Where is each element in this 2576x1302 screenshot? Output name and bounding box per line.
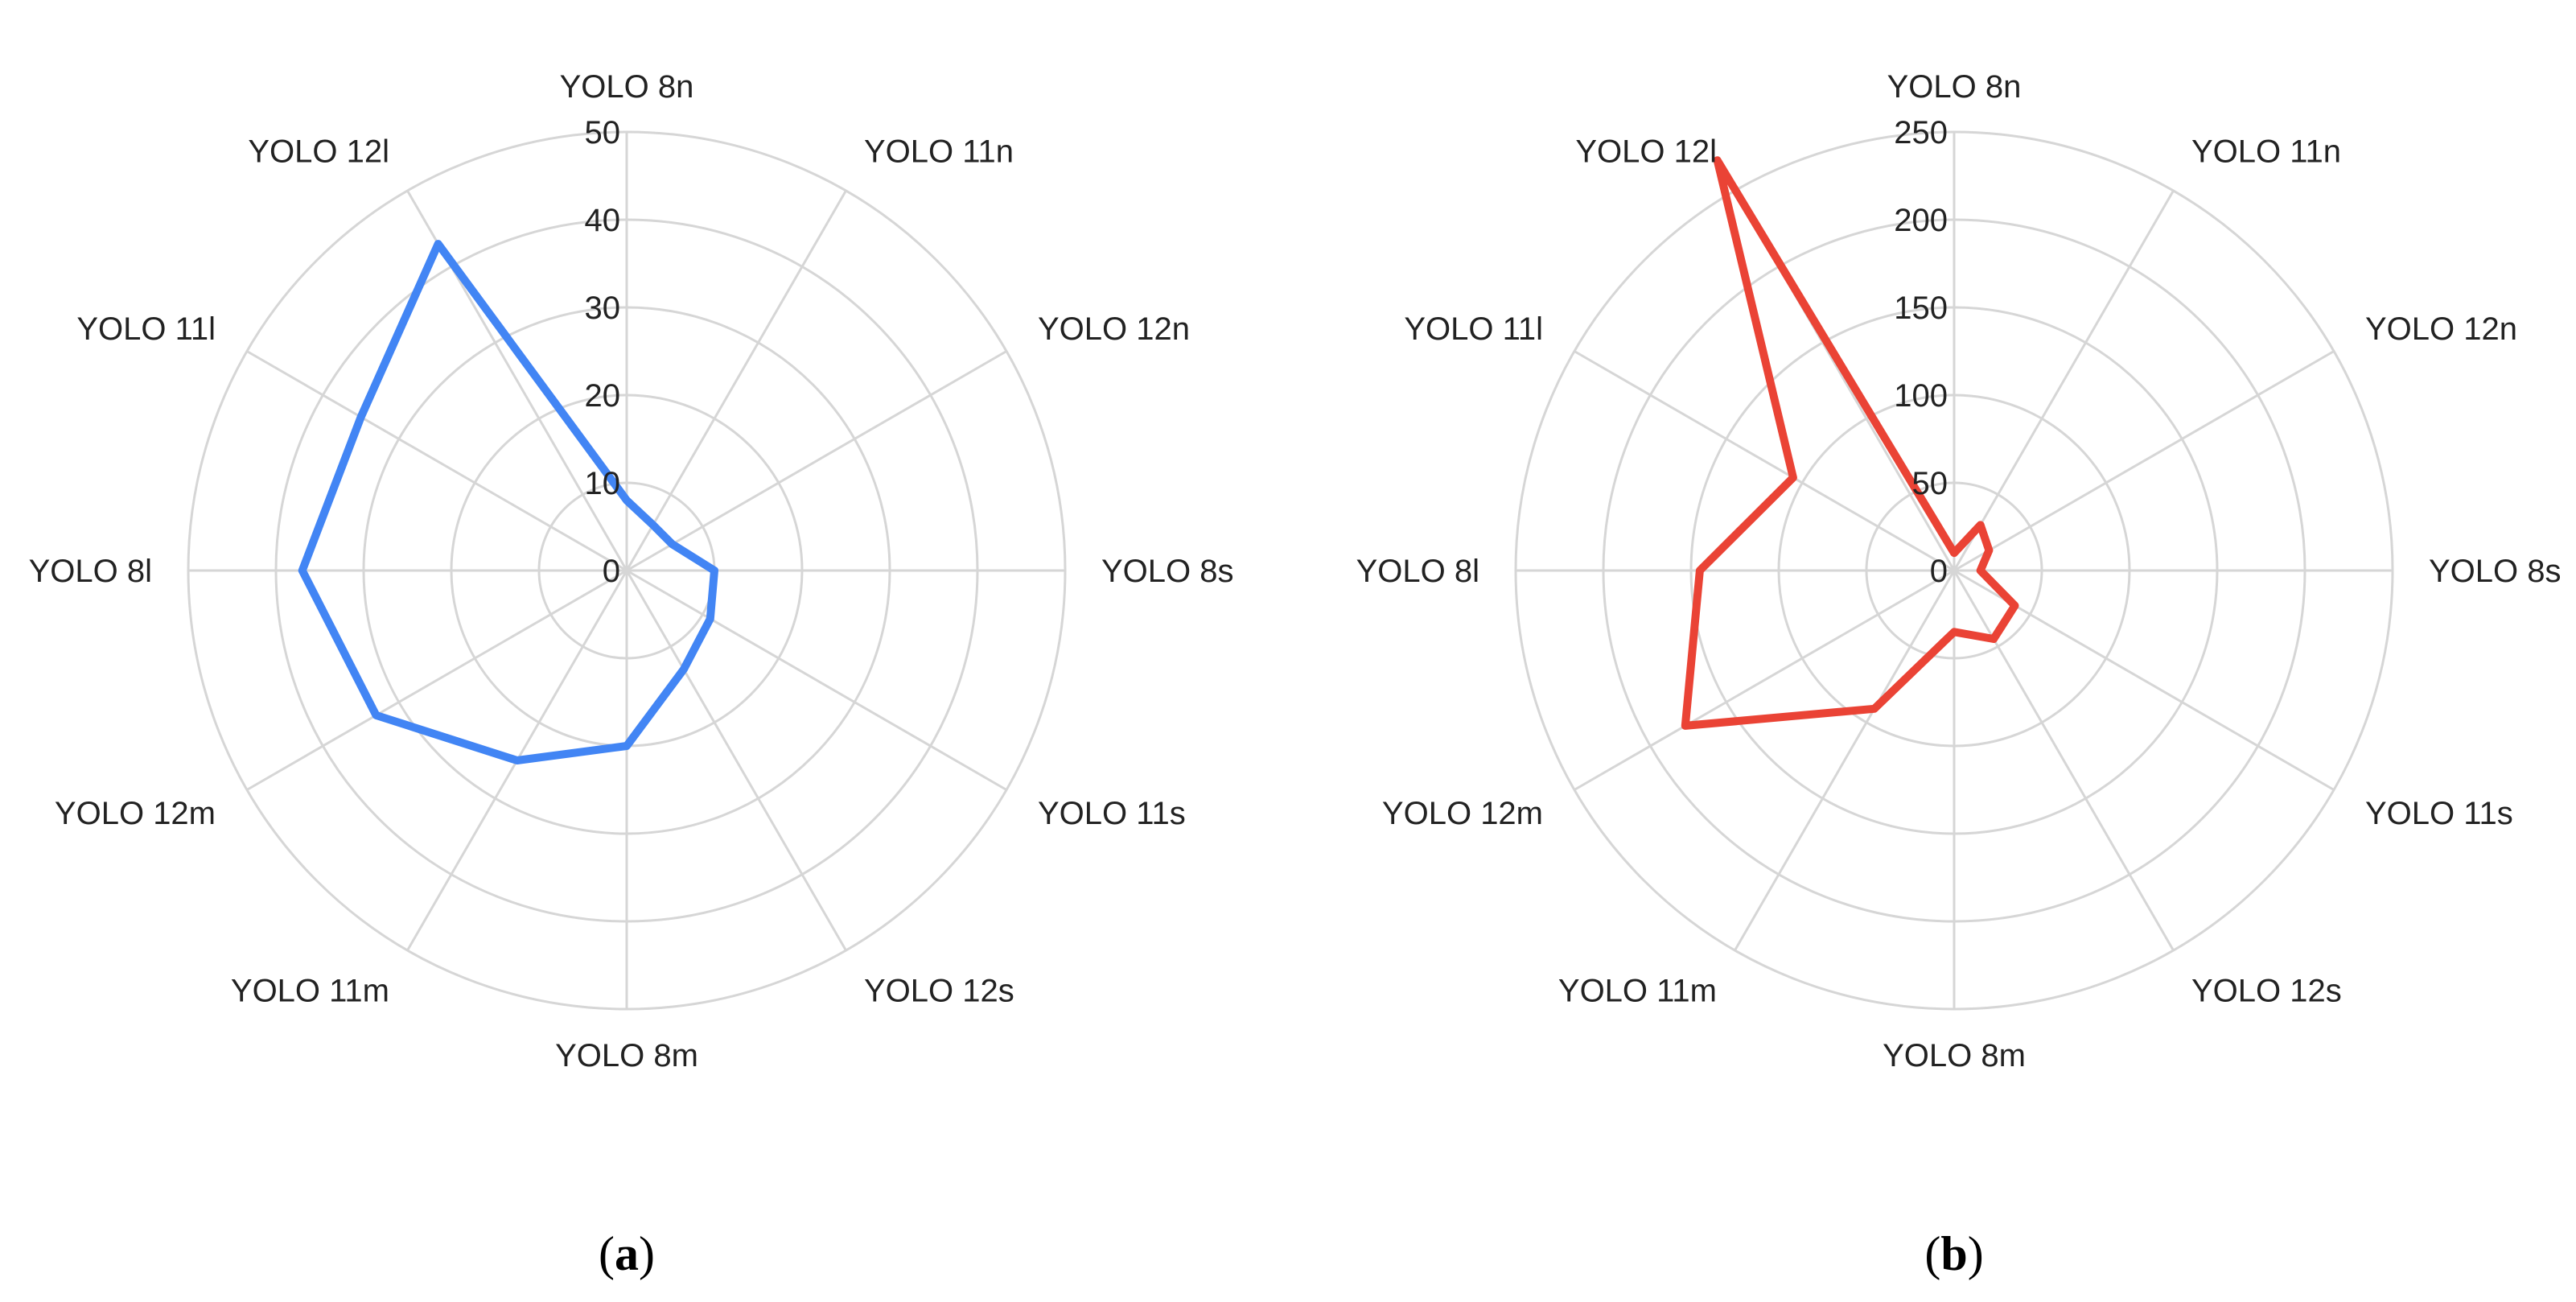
radar-chart-b: 0 50 100 150 200 250 YOLO 8n YOLO 11n YOLO 12n YO… <box>1356 69 2562 1073</box>
tick-label-a-3: 30 <box>585 290 621 326</box>
category-label-a-9: YOLO 8l <box>29 554 152 589</box>
spoke-a-10 <box>246 350 628 572</box>
category-label-b-7: YOLO 11m <box>1558 973 1717 1008</box>
spoke-a-4 <box>626 569 1007 791</box>
category-label-a-4: YOLO 11s <box>1038 796 1186 831</box>
series-line-b-0 <box>1681 156 2019 730</box>
caption-b-letter: b <box>1940 1227 1967 1280</box>
spoke-b-2 <box>1953 350 2335 572</box>
caption-a-letter: a <box>615 1227 639 1280</box>
caption-b: (b) <box>1924 1227 1983 1280</box>
category-label-a-2: YOLO 12n <box>1038 311 1190 347</box>
tick-label-b-3: 150 <box>1894 290 1948 326</box>
category-label-a-5: YOLO 12s <box>864 973 1014 1008</box>
category-label-a-1: YOLO 11n <box>864 134 1014 170</box>
category-label-b-2: YOLO 12n <box>2365 311 2517 347</box>
category-label-b-1: YOLO 11n <box>2191 134 2341 170</box>
spoke-a-2 <box>626 350 1007 572</box>
tick-label-a-4: 40 <box>585 203 621 238</box>
category-label-b-8: YOLO 12m <box>1382 796 1543 831</box>
category-label-b-9: YOLO 8l <box>1356 554 1479 589</box>
radar-chart-a: 0 10 20 30 40 50 YOLO 8n YOLO 11n YOLO 12n YOLO 8… <box>29 69 1234 1073</box>
tick-label-b-5: 250 <box>1894 115 1948 150</box>
category-label-b-5: YOLO 12s <box>2191 973 2342 1008</box>
category-label-a-10: YOLO 11l <box>76 311 216 347</box>
category-label-b-10: YOLO 11l <box>1404 311 1543 347</box>
category-label-b-3: YOLO 8s <box>2429 554 2562 589</box>
tick-label-b-1: 50 <box>1912 466 1948 501</box>
category-label-b-0: YOLO 8n <box>1887 69 2022 105</box>
spoke-a-8 <box>246 569 628 791</box>
spoke-b-8 <box>1574 569 1955 791</box>
spoke-a-1 <box>625 190 847 571</box>
category-label-a-11: YOLO 12l <box>248 134 389 170</box>
tick-label-b-2: 100 <box>1894 378 1948 414</box>
spoke-b-7 <box>1734 570 1956 951</box>
spoke-b-1 <box>1953 190 2175 571</box>
category-label-a-8: YOLO 12m <box>55 796 216 831</box>
tick-label-a-0: 0 <box>603 554 620 589</box>
category-label-b-11: YOLO 12l <box>1575 134 1717 170</box>
category-label-b-4: YOLO 11s <box>2365 796 2513 831</box>
category-label-a-7: YOLO 11m <box>231 973 389 1008</box>
tick-label-a-2: 20 <box>585 378 621 414</box>
tick-label-a-1: 10 <box>585 466 621 501</box>
category-label-a-0: YOLO 8n <box>560 69 694 105</box>
caption-a: (a) <box>599 1227 655 1280</box>
spoke-b-10 <box>1574 350 1955 572</box>
series-line-a-0 <box>298 240 718 764</box>
spoke-b-5 <box>1953 570 2175 951</box>
category-label-a-3: YOLO 8s <box>1101 554 1234 589</box>
category-label-a-6: YOLO 8m <box>555 1038 698 1073</box>
tick-label-b-0: 0 <box>1930 554 1948 589</box>
spoke-a-5 <box>625 570 847 951</box>
tick-label-b-4: 200 <box>1894 203 1948 238</box>
category-label-b-6: YOLO 8m <box>1883 1038 2026 1073</box>
tick-label-a-5: 50 <box>585 115 621 150</box>
